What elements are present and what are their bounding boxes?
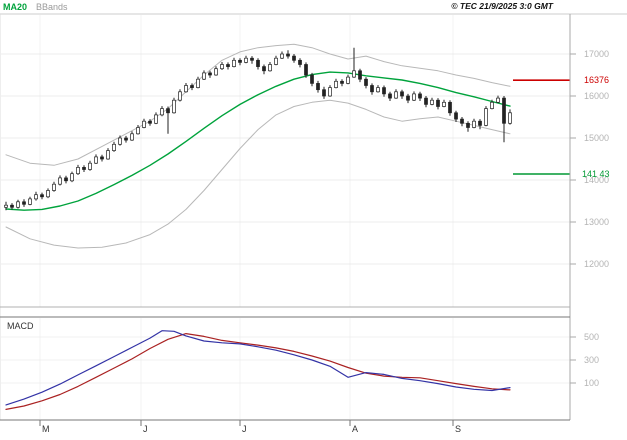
x-axis-month-label-jun: J bbox=[143, 424, 148, 434]
price-axis-label-13000: 13000 bbox=[584, 217, 610, 227]
price-axis-label-12000: 12000 bbox=[584, 259, 610, 269]
resistance-price-label: 16376 bbox=[584, 75, 610, 85]
bbands-legend-label: BBands bbox=[36, 2, 68, 12]
x-axis-month-label-aug: A bbox=[352, 424, 359, 434]
support-price-label: 141 43 bbox=[582, 169, 610, 179]
macd-axis-label-300: 300 bbox=[584, 355, 600, 365]
macd-axis-label-500: 500 bbox=[584, 332, 600, 342]
copyright-text: © TEC 21/9/2025 3:0 GMT bbox=[451, 1, 553, 11]
price-axis-label-14000: 14000 bbox=[584, 175, 610, 185]
price-axis-label-15000: 15000 bbox=[584, 133, 610, 143]
x-axis-month-label-may: M bbox=[42, 424, 50, 434]
x-axis-month-label-sep: S bbox=[455, 424, 462, 434]
macd-panel-label: MACD bbox=[7, 321, 34, 331]
ma20-legend-label: MA20 bbox=[3, 2, 28, 12]
price-axis-label-17000: 17000 bbox=[584, 49, 610, 59]
x-axis-month-label-jul: J bbox=[242, 424, 247, 434]
price-axis-label-16000: 16000 bbox=[584, 91, 610, 101]
macd-axis-label-100: 100 bbox=[584, 378, 600, 388]
